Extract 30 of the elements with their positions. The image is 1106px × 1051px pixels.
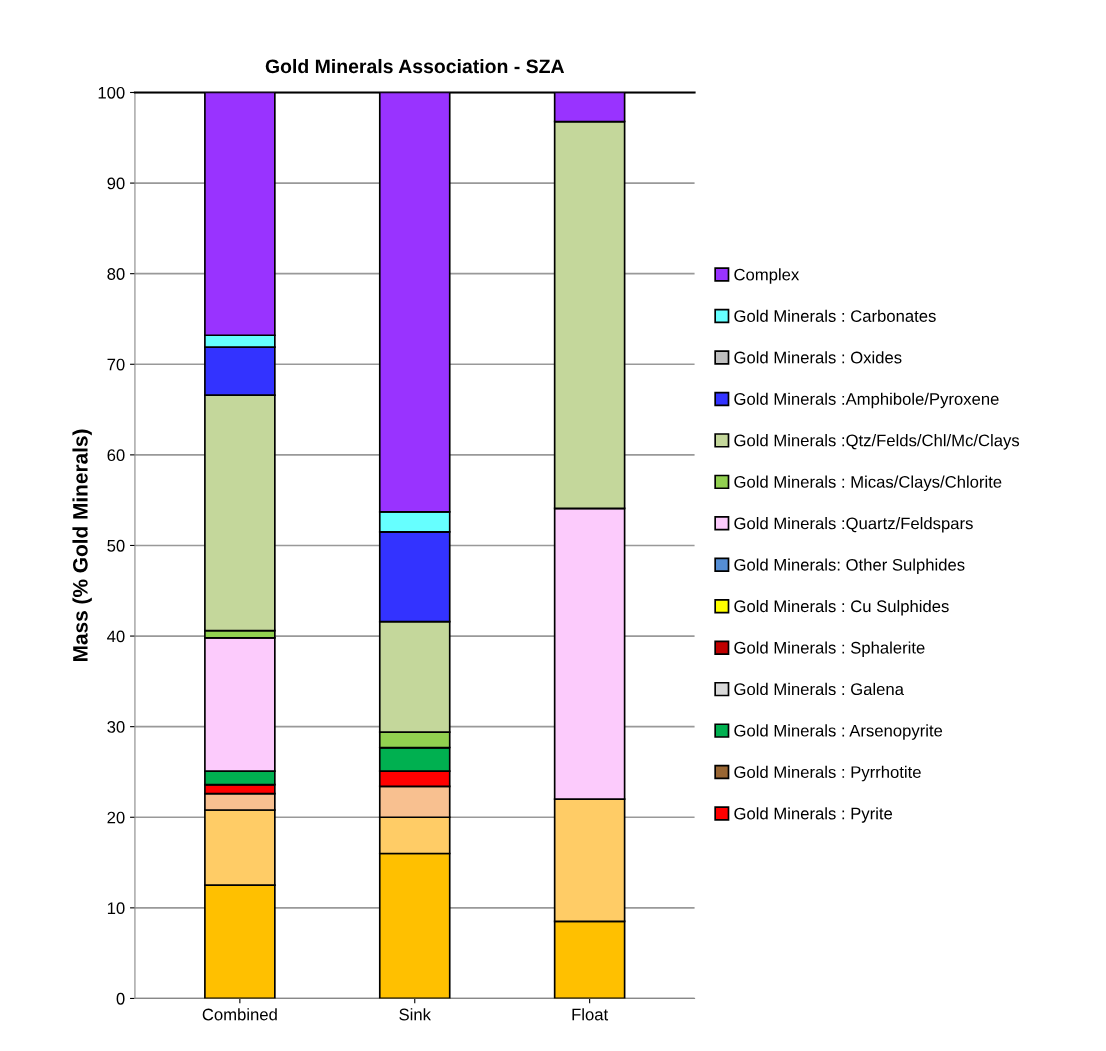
legend-label: Gold Minerals: Other Sulphides	[734, 558, 965, 575]
legend-label: Gold Minerals : Sphalerite	[734, 641, 925, 657]
y-tick-label: 20	[107, 811, 125, 824]
legend-label: Gold Minerals : Cu Sulphides	[734, 599, 949, 616]
legend-label: Gold Minerals : Pyrrhotite	[734, 765, 921, 782]
y-tick-label: 30	[107, 721, 125, 733]
y-tick-label: 50	[107, 539, 125, 552]
y-tick-label: 40	[107, 630, 125, 643]
chart-title: Gold Minerals Association - SZA	[265, 58, 565, 74]
legend-label: Gold Minerals :Quartz/Feldspars	[734, 517, 973, 533]
x-tick-label: Sink	[399, 1008, 431, 1021]
y-tick-label: 10	[107, 902, 125, 915]
legend-label: Gold Minerals : Galena	[734, 682, 904, 696]
y-tick-label: 90	[107, 177, 125, 190]
y-tick-label: 100	[98, 86, 125, 99]
legend-label: Gold Minerals : Pyrite	[734, 807, 893, 823]
y-tick-label: 60	[107, 449, 125, 462]
y-tick-label: 80	[107, 268, 125, 280]
y-tick-label: 70	[107, 358, 125, 371]
legend-label: Gold Minerals :Amphibole/Pyroxene	[734, 392, 999, 409]
legend-label: Gold Minerals : Carbonates	[734, 309, 936, 322]
legend-label: Gold Minerals : Micas/Clays/Chlorite	[734, 475, 1002, 492]
legend-label: Gold Minerals : Oxides	[734, 351, 902, 364]
y-axis-title: Mass (% Gold Minerals)	[72, 429, 92, 661]
x-tick-label: Combined	[202, 1008, 277, 1021]
legend-label: Gold Minerals :Qtz/Felds/Chl/Mc/Clays	[734, 434, 1020, 450]
y-tick-label: 0	[116, 992, 125, 1005]
legend-label: Complex	[734, 268, 800, 284]
legend-label: Gold Minerals : Arsenopyrite	[734, 724, 943, 740]
x-tick-label: Float	[572, 1008, 609, 1021]
